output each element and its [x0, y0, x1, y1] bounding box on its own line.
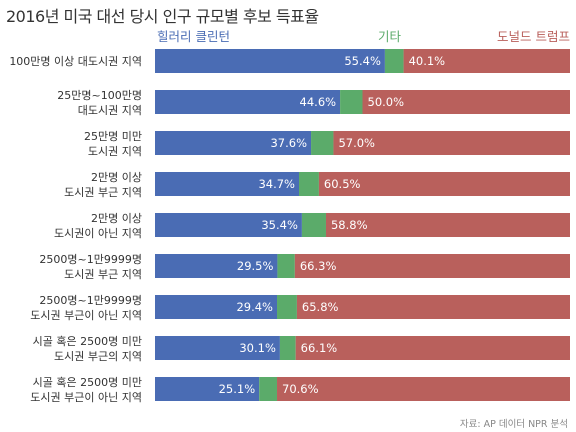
chart-title: 2016년 미국 대선 당시 인구 규모별 후보 득표율 [6, 7, 319, 26]
data-label-trump: 60.5% [324, 177, 361, 191]
category-label: 2500명~1만9999명 도시권 부근 지역 [39, 253, 142, 281]
category-label: 2500명~1만9999명 도시권 부근이 아닌 지역 [30, 294, 142, 322]
bar-segment-trump [277, 377, 570, 401]
category-label: 25만명~100만명 대도시권 지역 [57, 89, 142, 117]
data-label-clinton: 37.6% [270, 136, 307, 150]
category-label: 2만명 이상 도시권이 아닌 지역 [54, 212, 142, 240]
category-label: 25만명 미만 도시권 지역 [84, 130, 142, 158]
bar-segment-other [301, 213, 326, 237]
category-label: 100만명 이상 대도시권 지역 [9, 55, 142, 68]
data-label-trump: 58.8% [331, 218, 368, 232]
bar-segment-other [277, 254, 295, 278]
category-label: 시골 혹은 2500명 미만 도시권 부근의 지역 [33, 334, 142, 363]
data-label-clinton: 29.4% [236, 300, 273, 314]
data-label-trump: 65.8% [302, 300, 339, 314]
data-label-trump: 57.0% [338, 136, 375, 150]
bar-segment-trump [294, 254, 570, 278]
bar-segment-trump [403, 49, 570, 73]
bar-segment-clinton [155, 254, 278, 278]
data-label-trump: 40.1% [409, 54, 446, 68]
bar-segment-other [259, 377, 278, 401]
bar-segment-other [384, 49, 404, 73]
bar-segment-trump [362, 90, 570, 114]
legend-label-trump: 도널드 트럼프 [497, 29, 570, 44]
bar-segment-clinton [155, 213, 302, 237]
bar-segment-other [279, 336, 296, 360]
legend-label-clinton: 힐러리 클린턴 [157, 29, 230, 44]
data-label-clinton: 25.1% [219, 382, 256, 396]
source-note: 자료: AP 데이터 NPR 분석 [459, 419, 568, 430]
data-label-trump: 66.3% [300, 259, 337, 273]
data-label-clinton: 35.4% [261, 218, 298, 232]
data-label-clinton: 44.6% [300, 95, 337, 109]
bar-segment-clinton [155, 295, 278, 319]
bar-segment-clinton [155, 131, 312, 155]
bar-segment-trump [318, 172, 570, 196]
data-label-clinton: 55.4% [344, 54, 381, 68]
legend-label-other: 기타 [378, 29, 402, 44]
data-label-clinton: 34.7% [258, 177, 295, 191]
bar-segment-trump [325, 213, 570, 237]
bar-segment-trump [333, 131, 570, 155]
bar-segment-clinton [155, 377, 260, 401]
bar-segment-other [277, 295, 297, 319]
category-label: 시골 혹은 2500명 미만 도시권 부근이 아닌 지역 [30, 375, 142, 404]
bar-segment-other [299, 172, 319, 196]
data-label-clinton: 30.1% [239, 341, 276, 355]
data-label-trump: 66.1% [301, 341, 338, 355]
bar-segment-clinton [155, 90, 341, 114]
bar-segment-clinton [155, 336, 280, 360]
data-label-trump: 70.6% [282, 382, 319, 396]
bar-segment-trump [295, 336, 570, 360]
data-label-trump: 50.0% [368, 95, 405, 109]
data-label-clinton: 29.5% [237, 259, 274, 273]
bar-segment-clinton [155, 49, 385, 73]
bar-segment-other [340, 90, 363, 114]
bar-segment-clinton [155, 172, 300, 196]
bar-segment-trump [296, 295, 570, 319]
category-label: 2만명 이상 도시권 부근 지역 [64, 171, 142, 199]
bar-segment-other [311, 131, 334, 155]
